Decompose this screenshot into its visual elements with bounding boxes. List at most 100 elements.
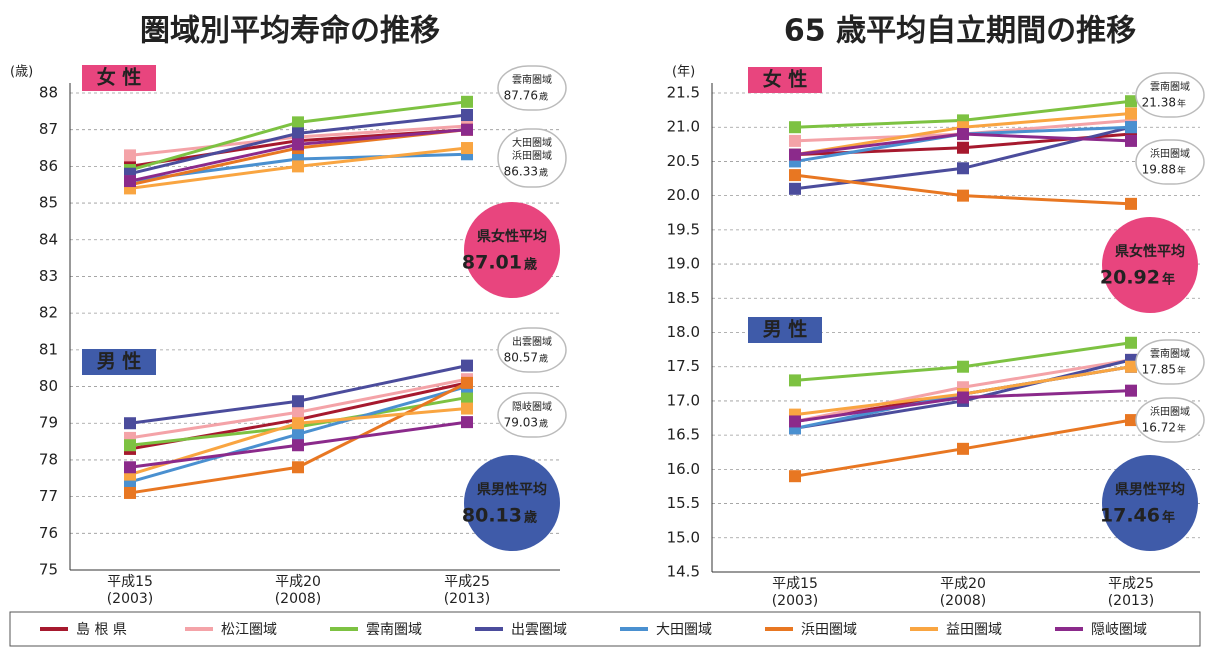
- group-label: 女 性: [97, 66, 142, 89]
- marker: [957, 391, 969, 404]
- average-circle: [1102, 217, 1198, 313]
- marker: [124, 175, 136, 188]
- average-value: 20.92: [1100, 267, 1160, 289]
- x-tick-year: (2013): [444, 591, 491, 607]
- x-tick-label: 平成25: [444, 574, 490, 590]
- y-tick-label: 82: [39, 304, 58, 322]
- y-tick-label: 18.5: [667, 289, 700, 307]
- legend-label: 隠岐圏域: [1091, 622, 1147, 638]
- marker: [292, 127, 304, 140]
- callout-unit: 年: [1177, 365, 1186, 377]
- x-tick-year: (2008): [940, 593, 987, 609]
- group-label-box: [82, 349, 156, 375]
- callout-name: 浜田圏域: [1150, 147, 1190, 160]
- callout-bubble: [1135, 139, 1205, 185]
- legend-label: 大田圏域: [656, 622, 712, 638]
- group-label: 男 性: [763, 318, 808, 341]
- y-tick-label: 18.0: [667, 323, 700, 341]
- y-unit: (歳): [10, 65, 33, 80]
- callout-bubble: [497, 65, 567, 111]
- y-tick-label: 14.5: [667, 563, 700, 581]
- marker: [789, 415, 801, 428]
- y-tick-label: 88: [39, 84, 58, 102]
- callout-bubble: [1135, 339, 1205, 385]
- callout-unit: 年: [1177, 98, 1186, 110]
- marker: [461, 109, 473, 122]
- callout-name: 隠岐圏域: [512, 400, 552, 413]
- callout-unit: 歳: [539, 167, 548, 179]
- legend-label: 浜田圏域: [801, 622, 857, 638]
- callout-name: 雲南圏域: [1150, 80, 1190, 93]
- y-tick-label: 15.5: [667, 494, 700, 512]
- average-unit: 歳: [524, 257, 537, 273]
- callout-bubble: [1135, 72, 1205, 118]
- marker: [461, 123, 473, 136]
- marker: [292, 406, 304, 419]
- callout-unit: 歳: [539, 91, 548, 103]
- callout-name: 浜田圏域: [512, 149, 552, 162]
- average-unit: 年: [1162, 272, 1175, 288]
- y-tick-label: 81: [39, 340, 58, 358]
- callout-name: 浜田圏域: [1150, 405, 1190, 418]
- marker: [789, 134, 801, 147]
- average-value: 87.01: [462, 252, 522, 274]
- y-tick-label: 21.0: [667, 118, 700, 136]
- marker: [124, 439, 136, 452]
- y-tick-label: 17.0: [667, 391, 700, 409]
- marker: [1125, 107, 1137, 120]
- marker: [124, 461, 136, 474]
- y-tick-label: 85: [39, 194, 58, 212]
- marker: [789, 374, 801, 387]
- y-tick-label: 78: [39, 450, 58, 468]
- y-tick-label: 80: [39, 377, 58, 395]
- marker: [1125, 360, 1137, 373]
- group-label-box: [748, 67, 822, 93]
- marker: [292, 461, 304, 474]
- legend-label: 松江圏域: [221, 622, 277, 638]
- average-circle: [464, 455, 560, 551]
- marker: [124, 417, 136, 430]
- group-label: 男 性: [97, 350, 142, 373]
- y-tick-label: 87: [39, 120, 58, 138]
- marker: [292, 116, 304, 129]
- callout-bubble: [497, 128, 567, 188]
- marker: [789, 121, 801, 134]
- marker: [957, 360, 969, 373]
- callout-name: 大田圏域: [512, 136, 552, 149]
- y-tick-label: 21.5: [667, 84, 700, 102]
- marker: [461, 416, 473, 429]
- callout-name: 出雲圏域: [512, 335, 552, 348]
- group-label-box: [748, 317, 822, 343]
- x-tick-label: 平成15: [107, 574, 153, 590]
- legend-label: 雲南圏域: [366, 622, 422, 638]
- group-label-box: [82, 65, 156, 91]
- marker: [124, 486, 136, 499]
- marker: [292, 428, 304, 441]
- average-value: 80.13: [462, 505, 522, 527]
- group-label: 女 性: [763, 68, 808, 91]
- marker: [1125, 384, 1137, 397]
- callout-bubble: [497, 327, 567, 373]
- legend-label: 島 根 県: [76, 622, 127, 638]
- x-tick-year: (2013): [1108, 593, 1155, 609]
- marker: [1125, 197, 1137, 210]
- y-tick-label: 84: [39, 230, 58, 248]
- callout-value: 19.88: [1142, 163, 1176, 177]
- callout-value: 17.85: [1142, 363, 1176, 377]
- y-tick-label: 16.0: [667, 460, 700, 478]
- marker: [292, 138, 304, 151]
- marker: [461, 142, 473, 155]
- callout-bubble: [497, 392, 567, 438]
- x-tick-year: (2003): [107, 591, 154, 607]
- marker: [957, 442, 969, 455]
- y-tick-label: 77: [39, 487, 58, 505]
- y-unit: (年): [672, 65, 695, 80]
- y-tick-label: 20.0: [667, 186, 700, 204]
- average-label: 県女性平均: [1115, 243, 1185, 260]
- callout-value: 16.72: [1142, 421, 1176, 435]
- marker: [1125, 121, 1137, 134]
- average-value: 17.46: [1100, 505, 1160, 527]
- y-tick-label: 15.0: [667, 528, 700, 546]
- marker: [461, 359, 473, 372]
